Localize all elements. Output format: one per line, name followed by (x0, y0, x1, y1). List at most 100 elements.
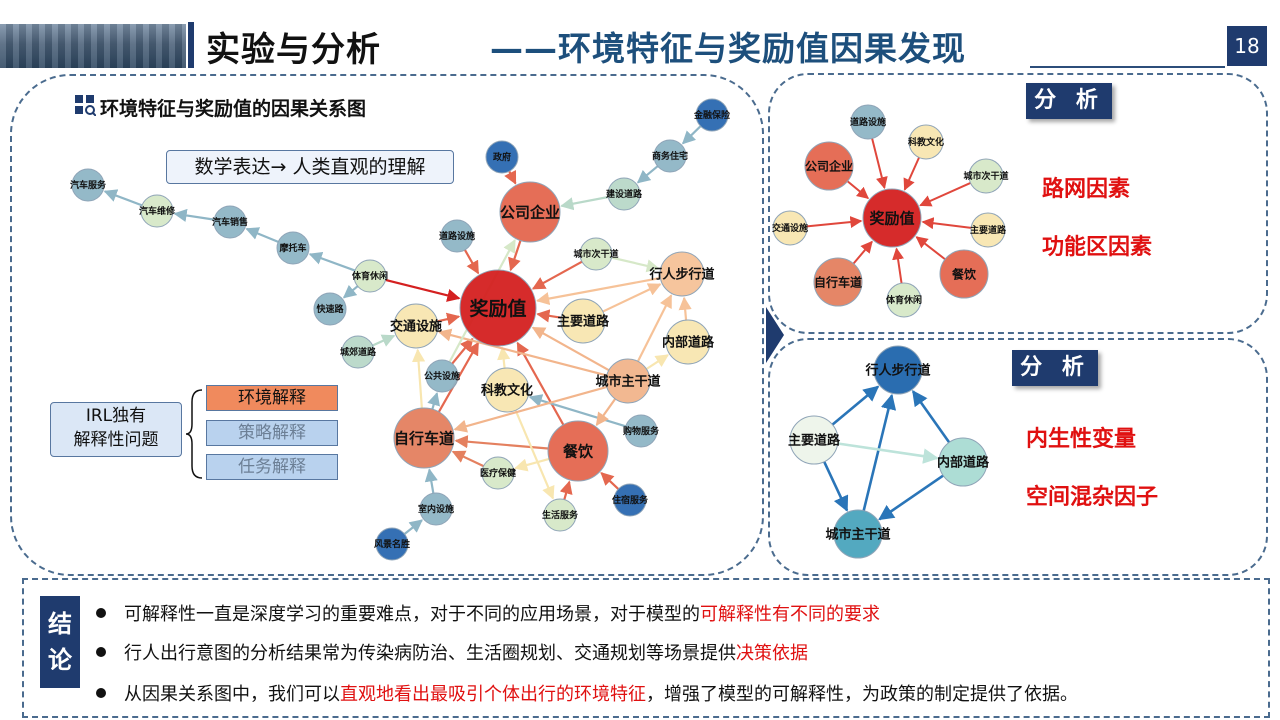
node-science_culture (908, 124, 944, 160)
analysis1-point-functional-zone: 功能区因素 (1042, 235, 1153, 260)
node-label-reward: 奖励值 (869, 209, 914, 227)
edge-city_trunk-to-catering (595, 398, 617, 427)
node-road_facility (850, 104, 886, 140)
chart-grid-icon (75, 95, 96, 116)
node-commercial_housing (653, 139, 687, 173)
edge-public_facility-to-reward (451, 337, 474, 365)
edge-traffic_facility-to-reward (806, 216, 863, 229)
edge-car_repair-to-car_service (103, 189, 143, 207)
node-company (804, 141, 854, 191)
node-traffic_facility (772, 210, 808, 246)
node-label-main_road: 主要道路 (788, 433, 841, 449)
bullet-dot-icon (96, 608, 106, 618)
edge-main_road-to-reward (536, 309, 562, 323)
edge-catering-to-medical (514, 457, 550, 472)
edge-city_trunk-to-pedestrian (636, 294, 673, 362)
node-label-city_trunk: 城市主干道 (595, 374, 660, 390)
edge-inner_road-to-pedestrian (678, 296, 692, 321)
node-label-city_trunk: 城市主干道 (825, 527, 890, 543)
edge-medical-to-bicycle (451, 450, 485, 468)
analysis1-point-road-network: 路网因素 (1042, 177, 1131, 202)
bullet-2-highlight: 决策依据 (736, 643, 808, 664)
page-title: 实验与分析 (206, 30, 381, 70)
node-science_culture (484, 367, 530, 413)
bullet-dot-icon (96, 647, 106, 657)
bullet-3-tail: ，增强了模型的可解释性，为政策的制定提供了依据。 (646, 684, 1078, 705)
node-medical (481, 456, 515, 490)
node-inner_road (665, 319, 711, 365)
node-shopping (624, 414, 658, 448)
node-sports (353, 259, 387, 293)
edge-city_secondary-to-reward (919, 182, 971, 207)
bullet-dot-icon (96, 688, 106, 698)
node-label-life_service: 生活服务 (542, 509, 579, 521)
edge-city_trunk-to-pedestrian (862, 393, 897, 511)
node-label-suburban_road: 城郊道路 (340, 346, 377, 358)
node-label-car_sales: 汽车销售 (212, 216, 248, 228)
edge-motorcycle-to-car_sales (245, 227, 279, 243)
node-label-public_facility: 公共设施 (424, 370, 460, 382)
node-company (499, 181, 561, 243)
edge-bicycle-to-reward (437, 341, 480, 413)
edge-city_trunk-to-inner_road (645, 354, 669, 370)
header-underline (1030, 66, 1225, 68)
node-label-shopping: 购物服务 (623, 425, 660, 437)
node-expressway (313, 292, 347, 326)
edge-car_sales-to-car_repair (173, 208, 215, 222)
node-pedestrian (659, 251, 705, 297)
node-city_trunk (605, 358, 651, 404)
edge-inner_road-to-city_trunk (878, 474, 944, 521)
edge-science_culture-to-life_service (514, 409, 555, 500)
node-label-commercial_housing: 商务住宅 (652, 150, 688, 162)
edge-city_trunk-to-reward (531, 326, 610, 372)
node-label-catering: 餐饮 (563, 442, 594, 460)
edge-suburban_road-to-traffic_facility (372, 334, 396, 347)
edge-city_trunk-to-bicycle (453, 385, 608, 433)
header-accent-bar (188, 22, 194, 68)
edge-bicycle-to-traffic_facility (411, 348, 426, 409)
edge-indoor_facility-to-bicycle (424, 468, 438, 494)
conclusion-bullet-1: 可解释性一直是深度学习的重要难点，对于不同的应用场景，对于模型的可解释性有不同的… (96, 600, 880, 626)
edge-bicycle-to-reward (852, 240, 873, 265)
edge-company-to-reward (846, 180, 870, 200)
edge-catering-to-reward (516, 341, 565, 426)
node-main_road (970, 212, 1006, 248)
node-main_road (560, 298, 606, 344)
bullet-3-highlight: 直观地看出最吸引个体出行的环境特征 (340, 684, 646, 705)
node-inner_road (938, 437, 988, 487)
edge-sports-to-reward (385, 278, 461, 302)
header-banner-image (0, 24, 186, 68)
node-indoor_facility (419, 492, 453, 526)
edge-traffic_facility-to-reward (437, 312, 461, 326)
chip-task-explanation: 任务解释 (206, 454, 338, 480)
edge-gov-to-company (504, 169, 517, 185)
edge-inner_road-to-pedestrian (911, 389, 951, 444)
analysis-label-1: 分 析 (1026, 83, 1112, 119)
node-label-car_service: 汽车服务 (70, 179, 107, 191)
panel-joint-marker (766, 307, 784, 363)
node-construction_road (607, 177, 641, 211)
math-expression-box: 数学表达→ 人类直观的理解 (166, 150, 454, 184)
page-subtitle: ——环境特征与奖励值因果发现 (490, 29, 966, 68)
node-label-road_facility: 道路设施 (439, 230, 475, 242)
node-label-science_culture: 科教文化 (908, 136, 944, 148)
node-catering (939, 249, 989, 299)
edge-life_service-to-catering (559, 480, 573, 500)
node-label-motorcycle: 摩托车 (279, 242, 306, 254)
node-label-reward: 奖励值 (469, 297, 526, 320)
node-label-science_culture: 科教文化 (481, 383, 533, 399)
edge-main_road-to-pedestrian (602, 283, 662, 313)
node-car_sales (213, 205, 247, 239)
conclusion-tag-char-1: 结 (48, 610, 72, 638)
edge-commercial_housing-to-construction_road (636, 165, 659, 184)
conclusion-tag: 结 论 (40, 596, 80, 688)
node-label-pedestrian: 行人步行道 (648, 267, 714, 283)
node-scenic (375, 527, 409, 561)
edge-science_culture-to-reward (497, 346, 511, 369)
node-label-expressway: 快速路 (316, 303, 344, 315)
node-label-car_repair: 汽车维修 (139, 205, 176, 217)
node-reward (459, 269, 537, 347)
conclusion-panel (22, 578, 1270, 718)
